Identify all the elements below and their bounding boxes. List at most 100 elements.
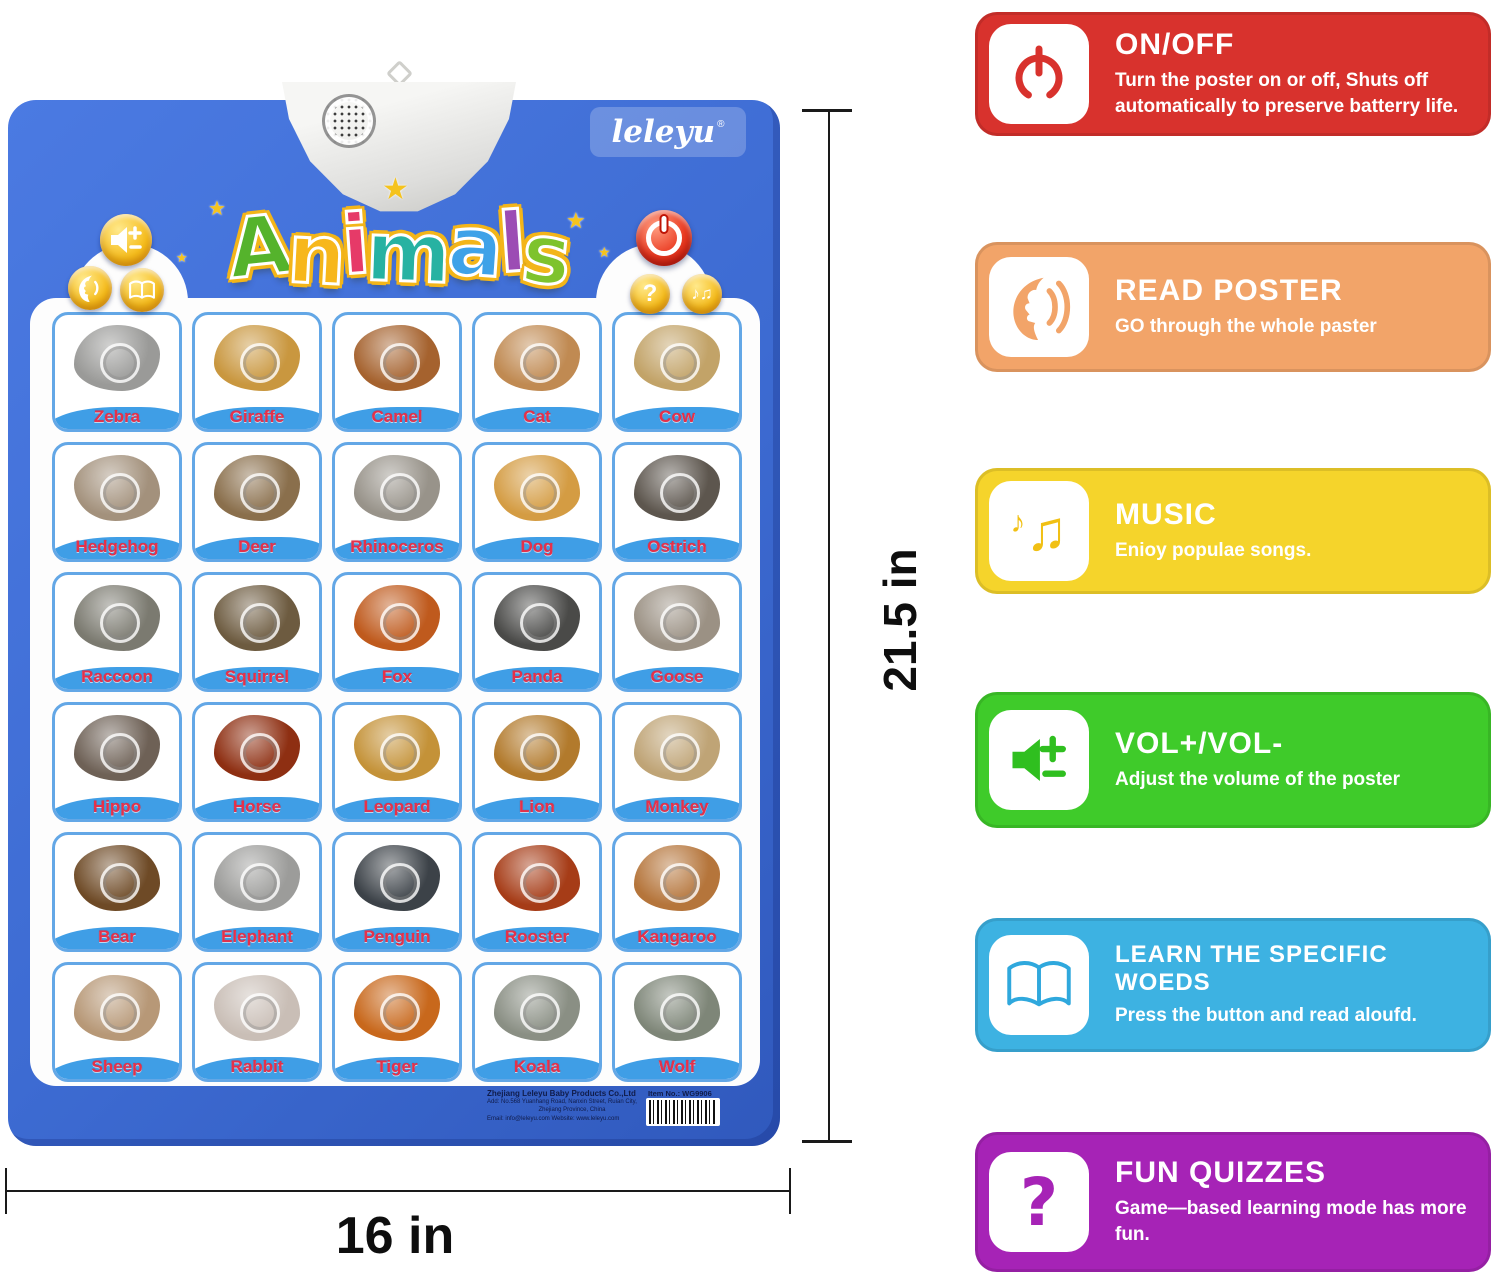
touch-point-ring xyxy=(100,343,140,383)
touch-point-ring xyxy=(380,343,420,383)
animal-label: Rabbit xyxy=(230,1057,284,1076)
feature-title: READ POSTER xyxy=(1115,274,1343,308)
feature-card-music: ♪♫ MUSIC Enioy populae songs. xyxy=(975,468,1491,594)
animal-label: Raccoon xyxy=(81,667,153,686)
open-book-icon xyxy=(1007,961,1071,1007)
touch-point-ring xyxy=(380,473,420,513)
feature-title: MUSIC xyxy=(1115,498,1217,532)
animal-label: Lion xyxy=(519,797,555,816)
animal-card: Rooster xyxy=(472,832,602,952)
label-wave xyxy=(55,407,179,429)
height-dimension-line xyxy=(828,110,830,1142)
animal-card: Raccoon xyxy=(52,572,182,692)
speaker-grille-icon xyxy=(322,94,376,148)
touch-point-ring xyxy=(520,343,560,383)
width-dimension-label: 16 in xyxy=(335,1207,455,1265)
label-wave xyxy=(335,927,459,949)
label-wave xyxy=(195,797,319,819)
power-icon xyxy=(1015,45,1063,102)
animal-card: Deer xyxy=(192,442,322,562)
animal-label: Cow xyxy=(659,407,695,426)
touch-point-ring xyxy=(240,603,280,643)
label-wave xyxy=(475,797,599,819)
touch-point-ring xyxy=(240,863,280,903)
label-wave xyxy=(475,537,599,559)
animal-card: Squirrel xyxy=(192,572,322,692)
label-wave xyxy=(475,1057,599,1079)
label-wave xyxy=(335,797,459,819)
item-number: Item No.: WG9906 xyxy=(648,1089,712,1098)
animal-label: Elephant xyxy=(221,927,293,946)
label-wave xyxy=(55,797,179,819)
power-button xyxy=(636,210,692,266)
speaking-face-icon xyxy=(79,275,99,302)
touch-point-ring xyxy=(520,473,560,513)
music-notes-icon: ♪♫ xyxy=(691,284,713,303)
animal-card: Elephant xyxy=(192,832,322,952)
feature-title: VOL+/VOL- xyxy=(1115,727,1284,761)
height-dimension-label: 21.5 in xyxy=(874,548,926,692)
contact-line: Email: info@leleyu.com Website: www.lele… xyxy=(487,1116,620,1122)
animal-card: Camel xyxy=(332,312,462,432)
animal-label: Ostrich xyxy=(647,537,707,556)
label-wave xyxy=(475,407,599,429)
star-icon xyxy=(598,244,611,261)
touch-point-ring xyxy=(100,603,140,643)
animal-label: Hedgehog xyxy=(75,537,159,556)
title-letter: A xyxy=(222,195,298,299)
touch-point-ring xyxy=(380,733,420,773)
touch-point-ring xyxy=(520,993,560,1033)
touch-point-ring xyxy=(240,343,280,383)
animal-label: Zebra xyxy=(93,407,141,426)
feature-desc: Turn the poster on or off, Shuts off aut… xyxy=(1115,70,1459,117)
open-book-icon xyxy=(129,280,155,299)
label-wave xyxy=(335,667,459,689)
animal-label: Camel xyxy=(371,407,423,426)
feature-icon-box: ♪♫ xyxy=(989,481,1089,581)
question-mark-icon: ? xyxy=(642,280,658,307)
label-wave xyxy=(55,927,179,949)
feature-desc: Press the button and read aloufd. xyxy=(1115,1005,1417,1027)
feature-desc: Adjust the volume of the poster xyxy=(1115,769,1401,791)
feature-card-on-off: ON/OFF Turn the poster on or off, Shuts … xyxy=(975,12,1491,136)
animal-card: Wolf xyxy=(612,962,742,1082)
label-wave xyxy=(615,1057,739,1079)
animal-card: Penguin xyxy=(332,832,462,952)
animal-card: Hippo xyxy=(52,702,182,822)
label-wave xyxy=(195,1057,319,1079)
star-icon xyxy=(566,208,586,234)
question-mark-icon: ? xyxy=(1019,1163,1059,1241)
feature-card-volume: VOL+/VOL- Adjust the volume of the poste… xyxy=(975,692,1491,828)
feature-desc: Enioy populae songs. xyxy=(1115,540,1312,562)
address-line-2: Zhejiang Province, China xyxy=(538,1107,606,1113)
label-wave xyxy=(615,537,739,559)
music-notes-icon: ♪♫ xyxy=(1010,499,1068,562)
animal-card: Kangaroo xyxy=(612,832,742,952)
animal-card: Leopard xyxy=(332,702,462,822)
touch-point-ring xyxy=(240,473,280,513)
registered-mark: ® xyxy=(717,118,725,130)
touch-point-ring xyxy=(380,993,420,1033)
star-icon xyxy=(382,172,409,207)
barcode xyxy=(646,1098,720,1126)
animal-card: Koala xyxy=(472,962,602,1082)
touch-point-ring xyxy=(380,603,420,643)
touch-point-ring xyxy=(520,603,560,643)
touch-point-ring xyxy=(380,863,420,903)
touch-point-ring xyxy=(100,993,140,1033)
label-wave xyxy=(335,407,459,429)
feature-icon-box xyxy=(989,257,1089,357)
animal-card: Panda xyxy=(472,572,602,692)
feature-title: FUN QUIZZES xyxy=(1115,1156,1326,1190)
animal-card: Rhinoceros xyxy=(332,442,462,562)
animal-card: Bear xyxy=(52,832,182,952)
feature-desc: GO through the whole paster xyxy=(1115,316,1377,338)
title-letter: n xyxy=(283,205,349,306)
animal-card: Giraffe xyxy=(192,312,322,432)
title-letter: m xyxy=(363,203,455,304)
animal-label: Rooster xyxy=(504,927,570,946)
animal-card: Monkey xyxy=(612,702,742,822)
label-wave xyxy=(335,537,459,559)
animal-card: Zebra xyxy=(52,312,182,432)
volume-plus-minus-icon xyxy=(111,226,142,253)
